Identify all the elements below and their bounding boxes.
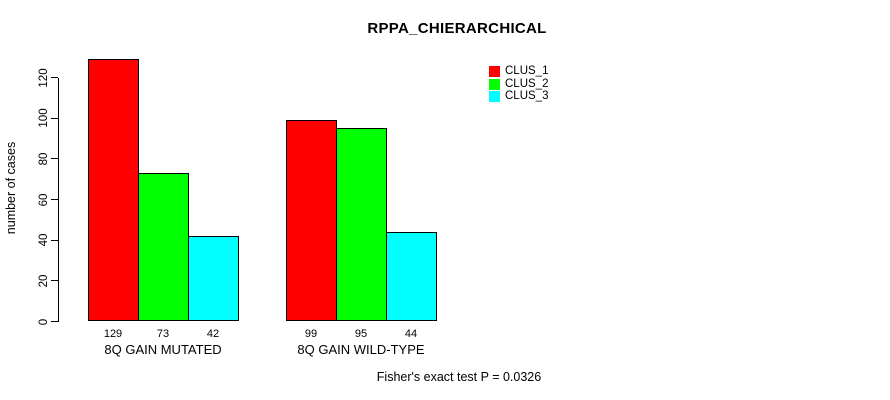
category-label: 8Q GAIN MUTATED [104,341,222,357]
bar-value-label: 99 [304,328,318,340]
legend-label: CLUS_2 [505,77,549,90]
y-axis-tick [51,321,58,322]
legend-label: CLUS_1 [505,65,549,77]
legend-item-clus_2: CLUS_2 [489,77,549,90]
y-axis-tick [51,280,58,282]
y-tick-label: 0 [37,318,50,325]
y-axis-tick [51,158,58,160]
y-tick-label: 120 [37,67,50,88]
y-tick-label: 100 [37,108,50,128]
legend-item-clus_3: CLUS_3 [489,90,549,103]
bar-value-label: 73 [156,328,170,340]
bar-value-label: 42 [206,328,220,340]
bar-clus_3-group1 [188,236,239,322]
legend-swatch-clus_3 [489,91,500,103]
y-tick-label: 80 [37,152,50,166]
y-axis-tick [51,199,58,201]
y-axis-tick [51,117,58,119]
bar-clus_1-group1 [88,59,139,322]
fisher-test-note: Fisher's exact test P = 0.0326 [376,370,542,384]
legend: CLUS_1 CLUS_2 CLUS_3 [489,65,549,104]
legend-item-clus_1: CLUS_1 [489,65,549,77]
bar-clus_2-group1 [138,173,189,322]
legend-label: CLUS_3 [505,90,549,103]
bar-clus_2-group2 [336,128,387,322]
y-tick-label: 40 [37,233,50,247]
legend-swatch-clus_2 [489,78,500,90]
y-tick-label: 60 [37,193,50,206]
bar-clus_1-group2 [286,120,337,322]
legend-swatch-clus_1 [489,66,500,77]
category-label: 8Q GAIN WILD-TYPE [297,341,425,357]
chart-title: RPPA_CHIERARCHICAL [367,20,547,37]
bar-clus_3-group2 [386,232,437,322]
bar-value-label: 95 [354,328,368,340]
y-tick-label: 20 [37,274,50,288]
bar-value-label: 44 [404,328,418,340]
y-axis-tick [51,77,58,79]
bar-value-label: 129 [103,328,123,340]
y-axis-line [58,77,59,323]
y-axis-tick [51,239,58,241]
